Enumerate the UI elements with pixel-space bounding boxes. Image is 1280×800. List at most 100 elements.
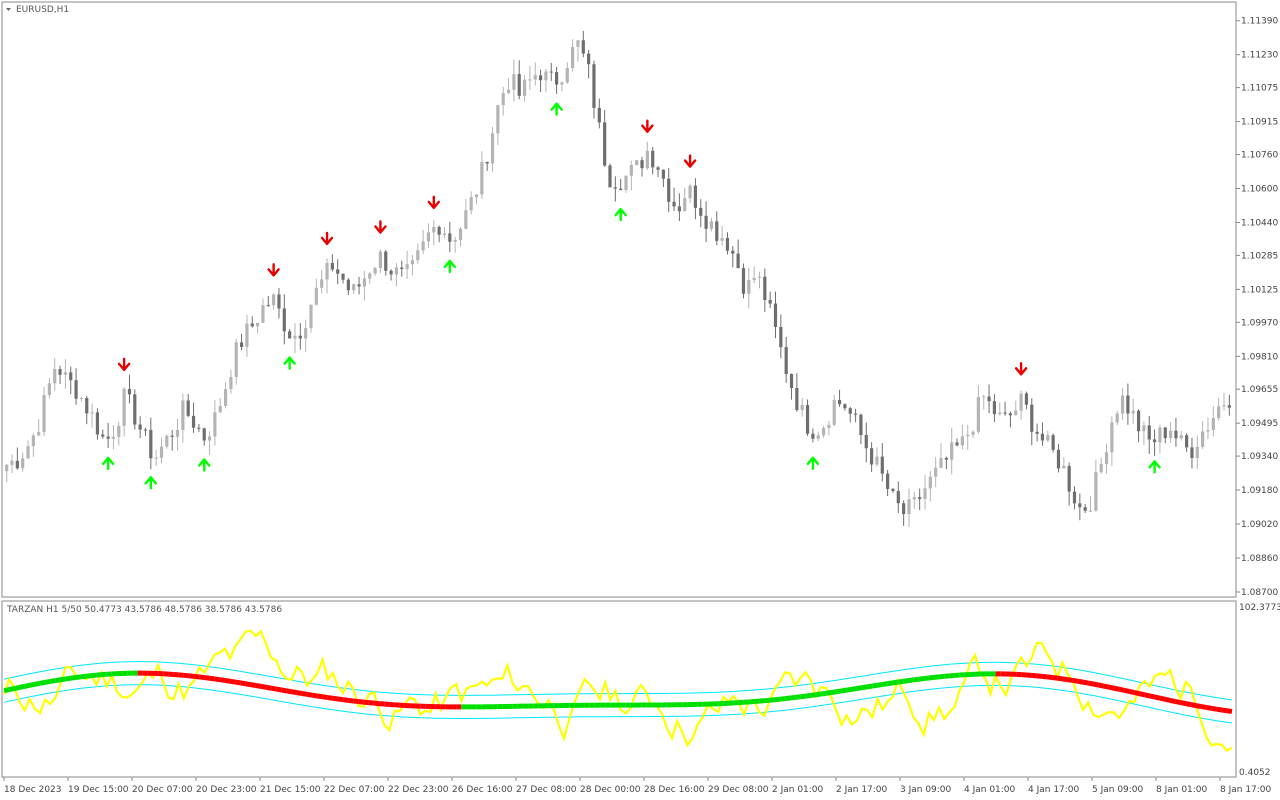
trend-ma-segment [363,699,370,706]
trend-ma-segment [353,698,359,705]
candle-body [699,207,703,216]
candle-body [245,323,249,347]
trend-ma-segment [1159,695,1166,702]
trend-ma-segment [830,689,837,695]
price-tick-label: 1.11230 [1241,51,1278,61]
trend-ma-segment [39,679,46,686]
candle-body [37,431,41,436]
candle-body [544,71,548,81]
candle-body [21,458,25,469]
candle-body [709,221,714,229]
candle-body [688,185,692,199]
candle-body [661,169,665,179]
trend-ma-segment [49,678,56,684]
trend-ma-segment [1077,678,1084,685]
candle-body [218,405,222,413]
candle-body [336,269,340,274]
candle-body [448,233,452,242]
trend-ma-segment [810,692,817,698]
candle-body [378,251,383,269]
candle-body [373,268,377,274]
trend-ma-segment [1067,677,1074,683]
candle-body [741,268,746,294]
trend-ma-segment [1144,692,1151,699]
trend-ma-segment [265,684,272,691]
candle-body [288,331,292,339]
time-tick-label: 28 Dec 16:00 [644,785,705,795]
candle-body [384,251,388,271]
candle-body [229,376,233,390]
candle-body [549,71,553,73]
candle-body [261,305,265,323]
trend-ma-segment [291,689,298,696]
candle-body [987,396,991,402]
candle-body [298,335,302,339]
candle-body [971,431,975,435]
candle-body [79,398,84,400]
trend-ma-segment [1128,689,1135,696]
candle-body [239,342,244,347]
trend-ma-segment [882,681,889,687]
candle-body [1142,425,1146,432]
candle-body [934,467,938,477]
candle-body [704,215,708,229]
trend-ma-segment [204,675,210,681]
collapse-triangle-icon[interactable] [6,8,11,11]
candle-body [1088,510,1093,512]
buy-arrow-icon [144,476,158,490]
trend-ma-segment [193,673,200,680]
candle-body [53,369,57,384]
trend-ma-segment [1082,679,1089,686]
candle-body [1222,405,1226,407]
candle-body [656,167,660,170]
price-pane[interactable] [1,1,1237,598]
trend-ma-segment [866,683,873,690]
candle-body [1019,393,1023,411]
candle-body [950,442,954,460]
candles-layer [5,31,1231,528]
trend-ma-segment [851,686,858,692]
candle-body [581,40,585,54]
trend-ma-segment [255,683,262,689]
candle-body [715,221,719,241]
candle-body [891,488,895,491]
candle-body [923,488,927,499]
price-tick-label: 1.09340 [1241,452,1278,462]
trend-ma-segment [774,696,781,703]
candle-body [31,435,35,447]
trend-ma-segment [1133,690,1141,697]
trend-ma-segment [270,685,277,692]
candle-body [613,187,617,189]
trend-ma-segment [337,696,344,703]
trend-ma-segment [209,675,215,682]
time-tick-label: 22 Dec 23:00 [388,785,449,795]
candle-body [1014,410,1018,416]
time-tick-label: 4 Jan 01:00 [964,785,1016,795]
trend-ma-segment [1092,681,1099,688]
candle-body [1083,507,1087,511]
candle-body [341,273,345,280]
price-tick-label: 1.09180 [1241,486,1278,496]
candle-body [469,197,473,211]
candle-body [918,497,922,499]
trend-ma-segment [877,681,883,688]
candle-body [1169,430,1173,439]
trend-ma-segment [29,681,36,688]
candle-body [474,194,479,198]
candle-body [693,185,698,208]
indicator-pane[interactable] [1,600,1237,778]
candle-body [1206,430,1210,432]
time-tick-label: 8 Jan 01:00 [1156,785,1208,795]
candle-body [886,473,890,489]
time-tick-label: 3 Jan 09:00 [900,785,952,795]
candle-body [282,308,286,332]
candle-body [480,162,484,195]
candle-body [1163,427,1167,439]
trend-ma-segment [1221,707,1228,714]
candle-body [683,198,687,212]
trend-ma-segment [296,690,303,696]
price-tick-label: 1.08700 [1241,588,1278,598]
candle-body [608,165,612,188]
candle-body [976,397,980,432]
